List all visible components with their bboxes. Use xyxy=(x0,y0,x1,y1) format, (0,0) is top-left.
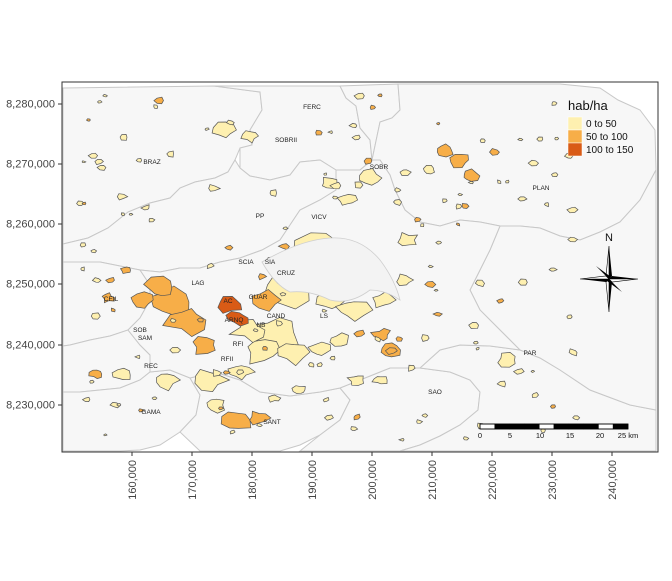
region-label-gama: GAMA xyxy=(141,409,161,416)
y-axis: 8,280,000 8,270,000 8,260,000 8,250,000 8,24… xyxy=(6,99,62,412)
y-tick-label: 8,280,000 xyxy=(6,99,55,111)
x-tick-label: 240,000 xyxy=(607,460,619,500)
y-tick-label: 8,270,000 xyxy=(6,159,55,171)
scale-bar-label: 15 xyxy=(566,431,574,440)
region-label-sobr: SOBR xyxy=(370,164,389,171)
y-tick-label: 8,260,000 xyxy=(6,219,55,231)
region-label-rfii: RFII xyxy=(221,356,233,363)
x-axis: 160,000 170,000 180,000 190,000 200,000 210,0… xyxy=(127,452,619,500)
region-label-cruz: CRUZ xyxy=(277,270,295,277)
region-label-sant: SANT xyxy=(263,419,280,426)
region-label-rfi: RFI xyxy=(233,341,244,348)
y-tick-label: 8,230,000 xyxy=(6,400,55,412)
region-label-scia: SCIA xyxy=(238,259,254,266)
region-label-ac: AC xyxy=(223,298,232,305)
x-tick-label: 180,000 xyxy=(247,460,259,500)
x-tick-label: 200,000 xyxy=(367,460,379,500)
legend: hab/ha 0 to 50 50 to 100 100 to 150 xyxy=(567,98,634,157)
region-label-braz: BRAZ xyxy=(143,159,160,166)
x-tick-label: 210,000 xyxy=(427,460,439,500)
y-tick-label: 8,250,000 xyxy=(6,279,55,291)
x-tick-label: 190,000 xyxy=(307,460,319,500)
scale-bar: 0 5 10 15 20 25 km xyxy=(478,423,638,440)
lake-area xyxy=(261,237,401,302)
y-tick-label: 8,240,000 xyxy=(6,340,55,352)
region-label-sam: SAM xyxy=(138,335,152,342)
x-tick-label: 160,000 xyxy=(127,460,139,500)
x-tick-label: 170,000 xyxy=(187,460,199,500)
region-label-sao: SAO xyxy=(428,389,442,396)
region-label-pp: PP xyxy=(256,213,265,220)
scale-bar-label: 0 xyxy=(478,431,482,440)
region-label-rec: REC xyxy=(144,363,158,370)
region-label-ls: LS xyxy=(320,313,329,320)
region-label-vicv: VICV xyxy=(311,214,327,221)
region-label-sia: SIA xyxy=(265,259,276,266)
region-label-nb: NB xyxy=(256,322,265,329)
scale-bar-label: 20 xyxy=(596,431,604,440)
legend-swatch xyxy=(567,129,583,144)
region-label-sobrii: SOBRII xyxy=(275,137,297,144)
region-label-par: PAR xyxy=(524,350,537,357)
urban-density-polygons xyxy=(76,92,581,442)
legend-title: hab/ha xyxy=(568,98,609,113)
legend-label: 100 to 150 xyxy=(586,145,634,156)
region-label-ceil: CEIL xyxy=(104,296,119,303)
legend-swatch xyxy=(567,116,583,131)
scale-bar-label: 25 km xyxy=(618,431,638,440)
x-tick-label: 220,000 xyxy=(487,460,499,500)
scale-bar-label: 10 xyxy=(536,431,544,440)
legend-label: 50 to 100 xyxy=(586,132,628,143)
scale-bar-label: 5 xyxy=(508,431,512,440)
legend-swatch xyxy=(567,142,583,157)
region-label-plan: PLAN xyxy=(533,185,550,192)
x-tick-label: 230,000 xyxy=(547,460,559,500)
region-label-sob: SOB xyxy=(133,327,147,334)
region-label-cand: CAND xyxy=(267,313,286,320)
north-arrow-icon: N xyxy=(579,232,639,313)
legend-label: 0 to 50 xyxy=(586,119,617,130)
region-label-guar: GUAR xyxy=(249,294,268,301)
north-label: N xyxy=(605,232,613,244)
region-label-ferc: FERC xyxy=(303,104,321,111)
region-label-arnq: ARNQ xyxy=(225,317,244,324)
region-label-lag: LAG xyxy=(191,280,204,287)
